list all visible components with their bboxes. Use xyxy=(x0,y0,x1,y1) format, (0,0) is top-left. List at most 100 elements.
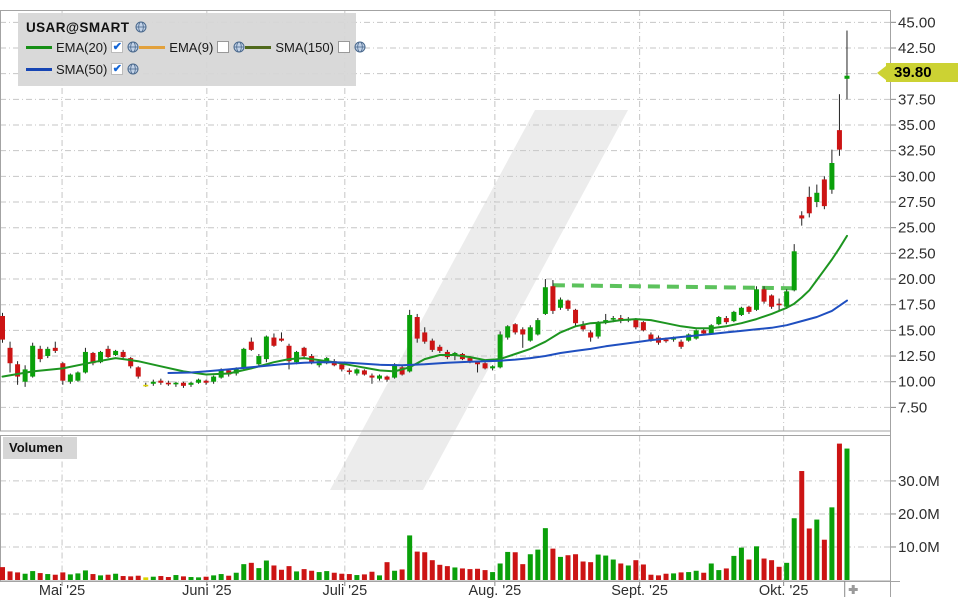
volume-bar xyxy=(301,569,307,580)
globe-icon[interactable] xyxy=(127,63,139,75)
volume-bar xyxy=(459,568,465,580)
indicator-label: SMA(50) xyxy=(56,61,108,77)
indicator-legend: USAR@SMART EMA(20) ✔ EMA(9) SMA(150) SMA(50… xyxy=(18,13,366,86)
volume-bar xyxy=(671,573,677,580)
volume-axis-label: 30.0M xyxy=(898,473,940,490)
volume-bar xyxy=(45,574,51,580)
candle-body xyxy=(113,350,119,356)
globe-icon[interactable] xyxy=(233,41,245,53)
indicator-checkbox[interactable]: ✔ xyxy=(111,41,124,53)
candle-body xyxy=(535,320,541,335)
volume-bar xyxy=(113,573,119,580)
candle-body xyxy=(723,318,729,323)
candle-body xyxy=(248,341,254,350)
candle-body xyxy=(580,325,586,330)
volume-bar xyxy=(648,574,654,580)
price-axis-label: 45.00 xyxy=(898,14,936,31)
globe-icon[interactable] xyxy=(127,41,139,53)
indicator-checkbox[interactable]: ✔ xyxy=(111,63,124,75)
indicator-checkbox[interactable] xyxy=(337,41,350,53)
candle-body xyxy=(120,351,126,358)
candle-body xyxy=(829,162,835,190)
price-axis-label: 27.50 xyxy=(898,194,936,211)
candle-body xyxy=(716,317,722,325)
volume-bar xyxy=(527,554,533,580)
volume-bar xyxy=(746,559,752,580)
price-axis-label: 37.50 xyxy=(898,91,936,108)
candle-body xyxy=(603,320,609,323)
candle-body xyxy=(339,364,345,370)
volume-bar xyxy=(52,574,58,580)
candle-body xyxy=(90,352,96,364)
volume-bar xyxy=(550,548,556,580)
volume-bar xyxy=(37,573,43,580)
volume-bar xyxy=(731,555,737,580)
month-axis-label: Aug. '25 xyxy=(468,583,521,599)
volume-bar xyxy=(278,569,284,580)
last-price-tag: 39.80 xyxy=(877,63,958,82)
candle-body xyxy=(573,309,579,324)
candle-body xyxy=(316,361,322,366)
volume-bar xyxy=(603,555,609,580)
candle-body xyxy=(746,306,752,312)
volume-bar xyxy=(256,568,262,580)
candle-body xyxy=(738,307,744,315)
price-axis-label: 25.00 xyxy=(898,220,936,237)
candle-body xyxy=(490,366,496,369)
candle-body xyxy=(165,382,171,385)
globe-icon[interactable] xyxy=(135,21,147,33)
candle-body xyxy=(475,362,481,365)
volume-axis-label: 10.0M xyxy=(898,539,940,556)
candle-body xyxy=(686,334,692,341)
candle-body xyxy=(512,324,518,333)
volume-bar xyxy=(633,560,639,580)
candle-body xyxy=(836,130,842,150)
candle-body xyxy=(693,330,699,339)
last-price-value: 39.80 xyxy=(894,64,932,81)
legend-item-ema20: EMA(20) ✔ xyxy=(26,40,139,55)
indicator-line-sample xyxy=(139,45,166,49)
indicator-checkbox[interactable] xyxy=(217,41,230,53)
price-axis-label: 12.50 xyxy=(898,348,936,365)
volume-bar xyxy=(610,559,616,580)
month-axis-label: Sept. '25 xyxy=(611,583,668,599)
candle-body xyxy=(776,303,782,306)
price-axis-label: 20.00 xyxy=(898,271,936,288)
globe-icon[interactable] xyxy=(354,41,366,53)
price-axis-label: 35.00 xyxy=(898,117,936,134)
candle-body xyxy=(407,314,413,372)
candle-body xyxy=(505,326,511,338)
volume-bar xyxy=(143,577,149,580)
volume-bar xyxy=(241,564,247,580)
candle-body xyxy=(241,348,247,369)
volume-bar xyxy=(723,568,729,580)
indicator-label: SMA(150) xyxy=(275,39,334,55)
volume-bar xyxy=(7,571,13,580)
candle-body xyxy=(67,374,73,382)
candle-body xyxy=(37,348,43,360)
candle-body xyxy=(7,347,13,364)
legend-item-sma50: SMA(50) ✔ xyxy=(26,62,139,77)
volume-bar xyxy=(414,551,420,580)
candle-body xyxy=(814,192,820,203)
candle-body xyxy=(45,348,51,357)
resistance-trendline[interactable] xyxy=(552,283,795,291)
volume-bar xyxy=(776,566,782,580)
volume-bar xyxy=(233,572,239,580)
volume-bar xyxy=(422,552,428,580)
candle-body xyxy=(150,381,156,384)
candle-body xyxy=(256,356,262,365)
volume-bar xyxy=(784,562,790,580)
volume-bar xyxy=(482,570,488,580)
volume-bar xyxy=(188,577,194,580)
candle-body xyxy=(361,370,367,375)
candle-body xyxy=(188,382,194,385)
volume-bar xyxy=(369,571,375,580)
volume-bar xyxy=(0,567,5,580)
volume-bar xyxy=(30,571,36,580)
volume-bar xyxy=(497,563,503,580)
price-tag-arrow-icon xyxy=(877,65,886,80)
volume-bar xyxy=(542,528,548,580)
